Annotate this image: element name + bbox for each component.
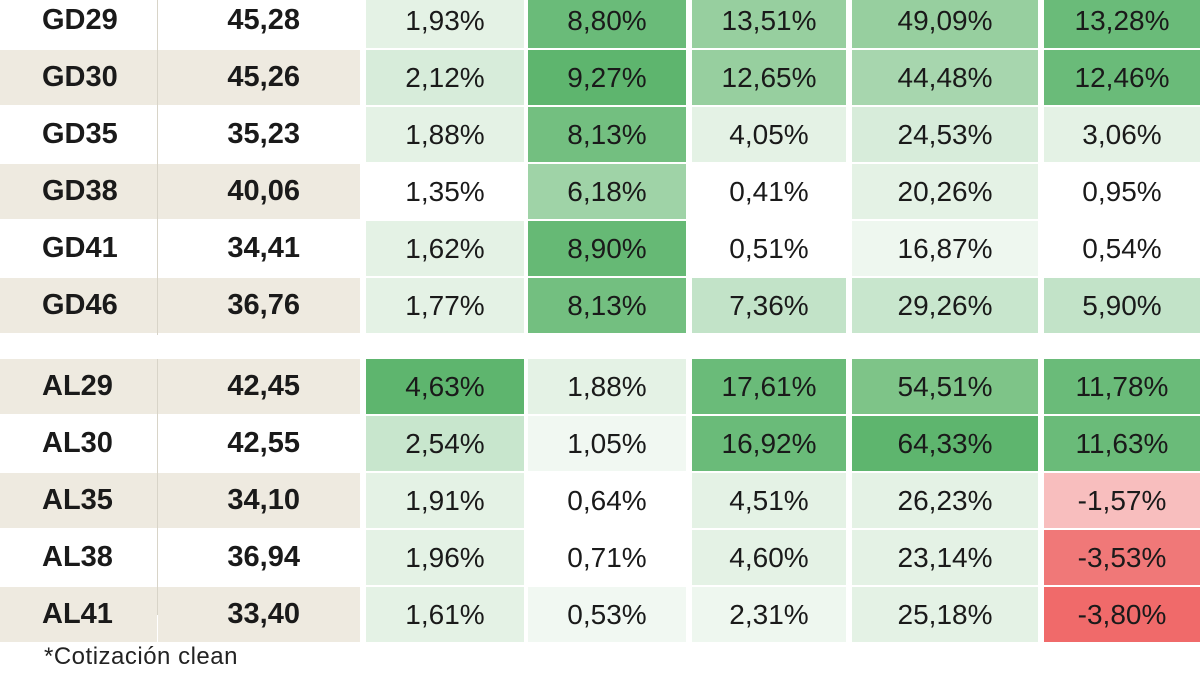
value-cell: 4,51% <box>692 473 846 528</box>
value-cell: 1,93% <box>366 0 524 48</box>
value-cell: 8,90% <box>528 221 686 276</box>
ticker-cell: AL38 <box>0 530 157 585</box>
value-cell: 0,54% <box>1044 221 1200 276</box>
ticker-cell: AL30 <box>0 416 157 471</box>
value-cell: 1,35% <box>366 164 524 219</box>
ticker-cell: GD41 <box>0 221 157 276</box>
price-cell: 35,23 <box>158 107 360 162</box>
value-cell: 4,60% <box>692 530 846 585</box>
table-row: AL35 34,10 1,91% 0,64% 4,51% 26,23% -1,57% <box>0 473 1200 530</box>
value-cell: 4,05% <box>692 107 846 162</box>
ticker-cell: AL29 <box>0 359 157 414</box>
table-row: AL38 36,94 1,96% 0,71% 4,60% 23,14% -3,53% <box>0 530 1200 587</box>
table-row: GD46 36,76 1,77% 8,13% 7,36% 29,26% 5,90% <box>0 278 1200 335</box>
price-cell: 36,94 <box>158 530 360 585</box>
value-cell: 23,14% <box>852 530 1038 585</box>
table-row: AL29 42,45 4,63% 1,88% 17,61% 54,51% 11,78% <box>0 359 1200 416</box>
value-cell: 16,92% <box>692 416 846 471</box>
table-row: GD35 35,23 1,88% 8,13% 4,05% 24,53% 3,06% <box>0 107 1200 164</box>
value-cell: 0,51% <box>692 221 846 276</box>
table-row: GD41 34,41 1,62% 8,90% 0,51% 16,87% 0,54% <box>0 221 1200 278</box>
price-cell: 33,40 <box>158 587 360 642</box>
table-row: GD30 45,26 2,12% 9,27% 12,65% 44,48% 12,46% <box>0 50 1200 107</box>
table-row: GD38 40,06 1,35% 6,18% 0,41% 20,26% 0,95% <box>0 164 1200 221</box>
value-cell: 0,95% <box>1044 164 1200 219</box>
table-row: AL30 42,55 2,54% 1,05% 16,92% 64,33% 11,63% <box>0 416 1200 473</box>
group-separator <box>0 335 1200 359</box>
value-cell: 3,06% <box>1044 107 1200 162</box>
value-cell: 13,51% <box>692 0 846 48</box>
table-row: GD29 45,28 1,93% 8,80% 13,51% 49,09% 13,28% <box>0 0 1200 50</box>
value-cell: 1,77% <box>366 278 524 333</box>
ticker-cell: GD30 <box>0 50 157 105</box>
value-cell: 0,71% <box>528 530 686 585</box>
value-cell: 1,96% <box>366 530 524 585</box>
value-cell: 13,28% <box>1044 0 1200 48</box>
column-divider <box>157 0 158 615</box>
value-cell: 6,18% <box>528 164 686 219</box>
value-cell: 11,78% <box>1044 359 1200 414</box>
value-cell: 1,91% <box>366 473 524 528</box>
value-cell: 7,36% <box>692 278 846 333</box>
value-cell: 1,88% <box>528 359 686 414</box>
value-cell: 8,13% <box>528 278 686 333</box>
ticker-cell: GD29 <box>0 0 157 48</box>
value-cell: 25,18% <box>852 587 1038 642</box>
value-cell: 49,09% <box>852 0 1038 48</box>
ticker-cell: AL41 <box>0 587 157 642</box>
value-cell: 64,33% <box>852 416 1038 471</box>
footnote: *Cotización clean <box>44 643 238 670</box>
value-cell: 0,41% <box>692 164 846 219</box>
value-cell: 8,80% <box>528 0 686 48</box>
value-cell: 2,31% <box>692 587 846 642</box>
ticker-cell: GD38 <box>0 164 157 219</box>
ticker-cell: GD35 <box>0 107 157 162</box>
value-cell: -1,57% <box>1044 473 1200 528</box>
value-cell: 12,46% <box>1044 50 1200 105</box>
ticker-cell: AL35 <box>0 473 157 528</box>
value-cell: 1,62% <box>366 221 524 276</box>
price-cell: 34,10 <box>158 473 360 528</box>
value-cell: 5,90% <box>1044 278 1200 333</box>
value-cell: 1,88% <box>366 107 524 162</box>
price-cell: 42,45 <box>158 359 360 414</box>
value-cell: -3,53% <box>1044 530 1200 585</box>
value-cell: 12,65% <box>692 50 846 105</box>
value-cell: 2,12% <box>366 50 524 105</box>
ticker-cell: GD46 <box>0 278 157 333</box>
value-cell: 20,26% <box>852 164 1038 219</box>
value-cell: -3,80% <box>1044 587 1200 642</box>
value-cell: 54,51% <box>852 359 1038 414</box>
value-cell: 24,53% <box>852 107 1038 162</box>
price-cell: 40,06 <box>158 164 360 219</box>
price-cell: 45,28 <box>158 0 360 48</box>
value-cell: 2,54% <box>366 416 524 471</box>
value-cell: 29,26% <box>852 278 1038 333</box>
value-cell: 17,61% <box>692 359 846 414</box>
value-cell: 1,61% <box>366 587 524 642</box>
price-cell: 45,26 <box>158 50 360 105</box>
value-cell: 8,13% <box>528 107 686 162</box>
price-cell: 42,55 <box>158 416 360 471</box>
table-row: AL41 33,40 1,61% 0,53% 2,31% 25,18% -3,80% <box>0 587 1200 644</box>
price-cell: 34,41 <box>158 221 360 276</box>
value-cell: 4,63% <box>366 359 524 414</box>
value-cell: 9,27% <box>528 50 686 105</box>
value-cell: 0,64% <box>528 473 686 528</box>
value-cell: 26,23% <box>852 473 1038 528</box>
value-cell: 1,05% <box>528 416 686 471</box>
value-cell: 16,87% <box>852 221 1038 276</box>
value-cell: 0,53% <box>528 587 686 642</box>
value-cell: 11,63% <box>1044 416 1200 471</box>
price-cell: 36,76 <box>158 278 360 333</box>
value-cell: 44,48% <box>852 50 1038 105</box>
